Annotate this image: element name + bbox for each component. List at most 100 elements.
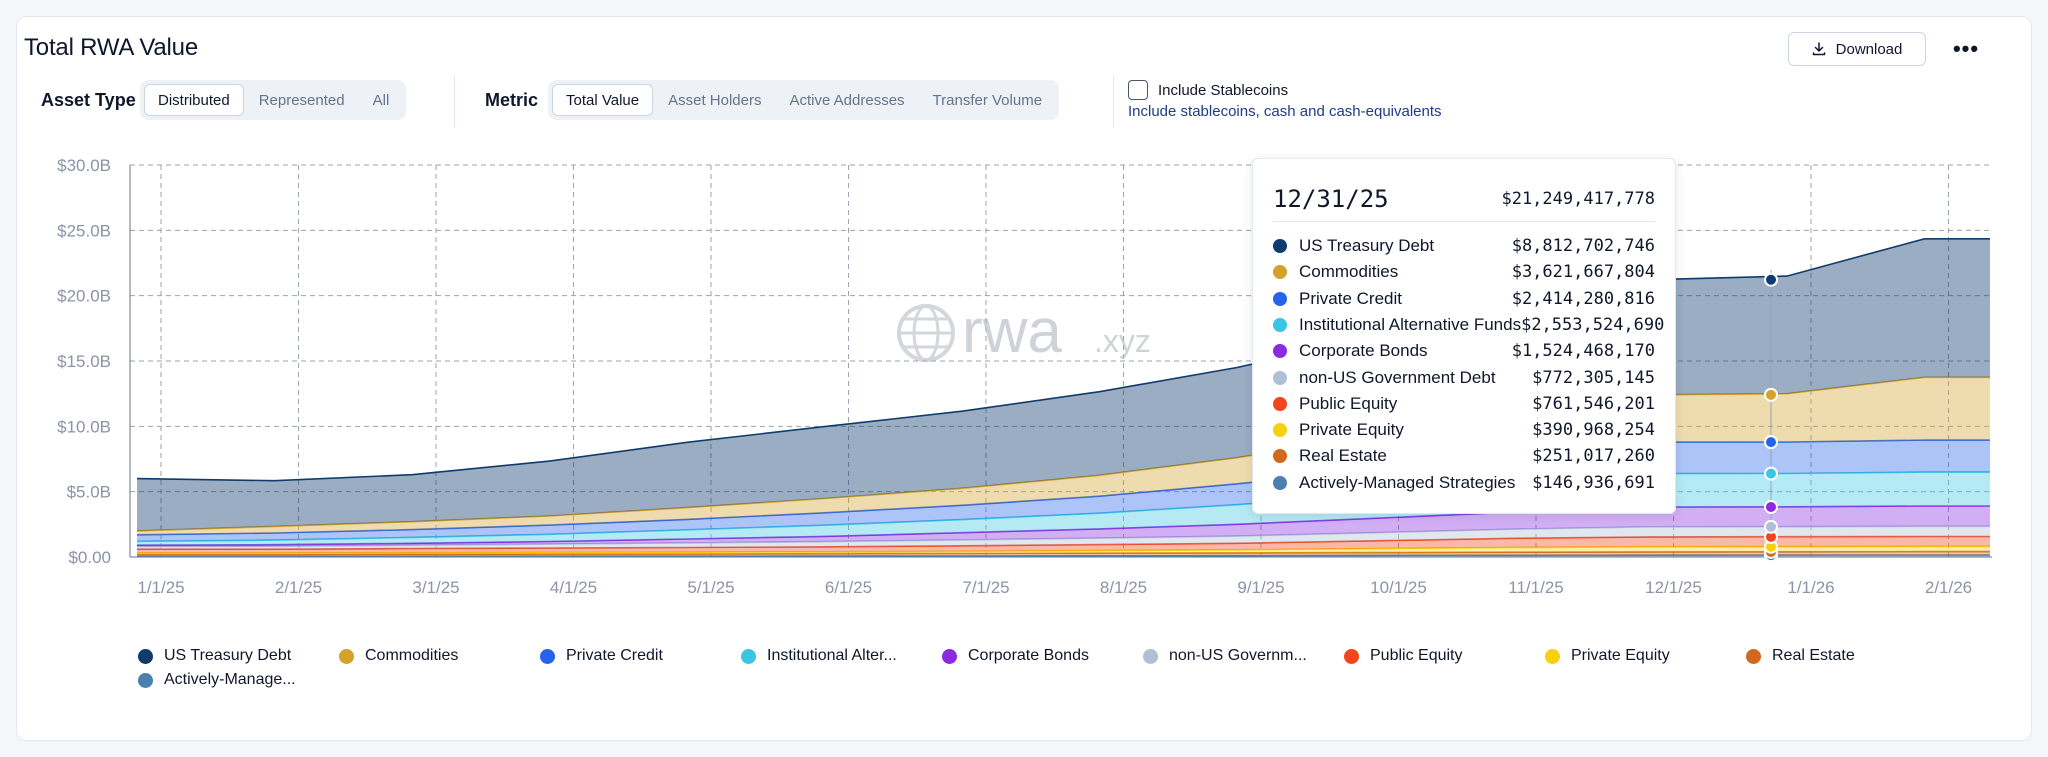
legend-item[interactable]: Real Estate	[1746, 644, 1855, 668]
x-tick-label: 3/1/25	[412, 578, 459, 597]
area-series	[137, 526, 1990, 550]
legend-label: Real Estate	[1772, 647, 1855, 664]
legend-swatch	[339, 648, 354, 664]
include-stablecoins-description: Include stablecoins, cash and cash-equiv…	[1128, 103, 1442, 120]
legend-item[interactable]: Private Credit	[540, 644, 663, 668]
series-line	[137, 535, 1990, 550]
tooltip-divider	[1273, 221, 1655, 222]
chart-areas	[136, 238, 1990, 558]
tooltip-series-dot	[1273, 423, 1287, 438]
y-tick-label: $30.0B	[57, 156, 111, 175]
divider	[1113, 76, 1114, 128]
tooltip-series-dot	[1273, 239, 1287, 253]
y-axis: $0.00 $5.0B $10.0B $15.0B $20.0B $25.0B $30.0B	[57, 156, 111, 567]
y-tick-label: $25.0B	[57, 221, 111, 240]
legend-item[interactable]: Corporate Bonds	[942, 644, 1089, 668]
x-tick-label: 1/1/25	[137, 578, 184, 597]
legend-swatch	[942, 648, 957, 664]
legend-swatch	[1545, 648, 1560, 664]
legend-label: US Treasury Debt	[164, 647, 292, 664]
legend-label: non-US Governm...	[1169, 647, 1307, 664]
y-tick-label: $5.0B	[67, 483, 111, 502]
series-line	[136, 439, 1990, 536]
asset-type-option-distributed[interactable]: Distributed	[144, 84, 244, 116]
legend-swatch	[1344, 648, 1359, 664]
x-tick-label: 12/1/25	[1645, 578, 1702, 597]
metric-option-transfer-volume[interactable]: Transfer Volume	[932, 91, 1043, 109]
legend-swatch	[1143, 648, 1158, 664]
metric-selector: Total Value Asset Holders Active Address…	[548, 80, 1060, 120]
tooltip-series-name: Real Estate	[1299, 446, 1387, 466]
watermark: rwa .xyz	[897, 297, 1151, 366]
asset-type-option-all[interactable]: All	[372, 91, 390, 109]
download-label: Download	[1835, 40, 1903, 58]
tooltip-series-value: $1,524,468,170	[1511, 341, 1655, 362]
x-tick-label: 5/1/25	[687, 578, 734, 597]
legend-item[interactable]: non-US Governm...	[1143, 644, 1307, 668]
area-series	[137, 536, 1990, 554]
tooltip-series-name: Actively-Managed Strategies	[1299, 472, 1516, 492]
x-tick-label: 1/1/26	[1787, 578, 1834, 597]
asset-type-option-represented[interactable]: Represented	[258, 91, 345, 109]
x-tick-label: 2/1/26	[1925, 578, 1972, 597]
watermark-suffix: .xyz	[1094, 323, 1151, 359]
tooltip-series-value: $390,968,254	[1532, 420, 1655, 441]
tooltip-row: Public Equity $761,546,201	[1273, 391, 1655, 417]
include-stablecoins-checkbox[interactable]	[1128, 80, 1148, 100]
legend-item[interactable]: Institutional Alter...	[741, 644, 897, 668]
y-tick-label: $10.0B	[57, 417, 111, 436]
series-line	[136, 376, 1990, 532]
x-tick-label: 10/1/25	[1370, 578, 1427, 597]
legend-item[interactable]: Actively-Manage...	[138, 668, 296, 692]
y-tick-label: $15.0B	[57, 352, 111, 371]
metric-label: Metric	[485, 90, 539, 110]
series-line	[136, 471, 1990, 543]
legend-item[interactable]: Private Equity	[1545, 644, 1670, 668]
legend-swatch	[138, 648, 153, 664]
x-tick-label: 6/1/25	[825, 578, 872, 597]
tooltip-series-value: $251,017,260	[1532, 446, 1655, 467]
hover-marker	[1764, 499, 1778, 514]
series-line	[136, 525, 1990, 548]
tooltip-row: Real Estate $251,017,260	[1273, 443, 1655, 469]
more-options-button[interactable]: •••	[1950, 34, 1982, 64]
tooltip-series-name: Private Credit	[1299, 288, 1402, 308]
x-axis: 1/1/25 2/1/25 3/1/25 4/1/25 5/1/25 6/1/25 7/1/…	[137, 578, 1972, 597]
tooltip-series-name: Private Equity	[1299, 420, 1404, 440]
legend-item[interactable]: Public Equity	[1344, 644, 1463, 668]
series-line	[136, 238, 1990, 482]
asset-type-label: Asset Type	[41, 90, 136, 110]
legend-item[interactable]: US Treasury Debt	[138, 644, 291, 668]
legend-label: Public Equity	[1370, 647, 1463, 664]
download-button[interactable]: Download	[1788, 32, 1926, 66]
series-line	[137, 554, 1990, 558]
legend-item[interactable]: Commodities	[339, 644, 458, 668]
tooltip-total: $21,249,417,778	[1501, 189, 1655, 209]
tooltip-series-dot	[1273, 344, 1287, 359]
chart-hover-markers	[1764, 270, 1778, 563]
metric-option-active-addresses[interactable]: Active Addresses	[789, 91, 905, 109]
tooltip-series-value: $2,414,280,816	[1511, 288, 1655, 309]
legend-swatch	[540, 648, 555, 664]
tooltip-series-dot	[1273, 475, 1287, 490]
series-line	[137, 550, 1990, 556]
x-tick-label: 7/1/25	[962, 578, 1009, 597]
series-line	[137, 545, 1990, 554]
tooltip-series-dot	[1273, 265, 1287, 280]
tooltip-series-value: $146,936,691	[1532, 472, 1655, 493]
metric-option-total-value[interactable]: Total Value	[552, 84, 654, 116]
metric-option-asset-holders[interactable]: Asset Holders	[668, 91, 762, 109]
legend-swatch	[138, 672, 153, 688]
area-series	[137, 506, 1990, 547]
tooltip-date: 12/31/25	[1273, 185, 1389, 213]
x-tick-label: 2/1/25	[275, 578, 322, 597]
series-line	[136, 505, 1990, 546]
tooltip-row: US Treasury Debt $8,812,702,746	[1273, 233, 1655, 259]
tooltip-row: Institutional Alternative Funds $2,553,52…	[1273, 312, 1664, 338]
legend-label: Private Credit	[566, 647, 663, 664]
asset-type-selector: Distributed Represented All	[140, 80, 407, 120]
hover-marker	[1764, 387, 1778, 402]
include-stablecoins-label[interactable]: Include Stablecoins	[1158, 82, 1289, 99]
tooltip-row: Private Equity $390,968,254	[1273, 417, 1655, 443]
legend-label: Actively-Manage...	[164, 671, 296, 688]
